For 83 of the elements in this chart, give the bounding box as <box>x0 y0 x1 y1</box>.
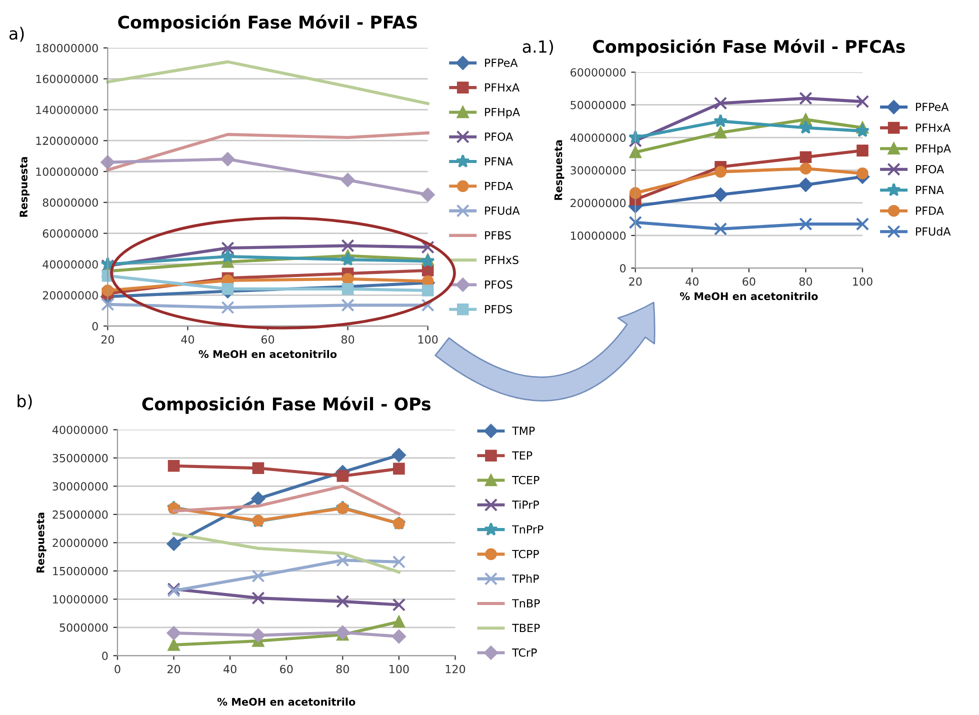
x-tick-label: 40 <box>686 277 698 286</box>
legend-label: TnPrP <box>512 525 544 534</box>
y-tick-label: 35000000 <box>52 454 108 462</box>
legend-label: TMP <box>512 426 535 435</box>
legend-label: PFNA <box>485 157 513 166</box>
legend-label: PFHxA <box>916 124 950 132</box>
legend-label: PFBS <box>485 231 511 240</box>
legend-label: PFHpA <box>916 144 951 155</box>
legend-label: PFPeA <box>485 58 518 67</box>
x-tick-label: 40 <box>181 335 194 344</box>
legend-label: TCPP <box>512 550 539 558</box>
y-tick-label: 0 <box>102 652 108 660</box>
chart-title: Composición Fase Móvil - PFAS <box>118 14 417 32</box>
y-tick-label: 50000000 <box>570 100 626 110</box>
legend-label: PFDA <box>916 206 944 215</box>
x-tick-label: 120 <box>446 664 466 674</box>
y-tick-label: 25000000 <box>52 510 108 519</box>
x-tick-label: 0 <box>114 664 120 674</box>
legend-label: TnBP <box>512 599 540 608</box>
x-tick-label: 80 <box>336 664 349 674</box>
legend-label: PFDA <box>485 182 513 190</box>
legend-label: PFNA <box>916 186 944 194</box>
x-axis-title: % MeOH en acetonitrilo <box>680 292 818 300</box>
y-tick-label: 160000000 <box>36 74 98 84</box>
y-tick-label: 80000000 <box>42 198 98 207</box>
legend-label: TEP <box>512 451 532 460</box>
legend-label: PFHxS <box>485 256 518 264</box>
y-tick-label: 60000000 <box>570 68 626 77</box>
x-axis-title: % MeOH en acetonitrilo <box>198 350 337 358</box>
y-tick-label: 20000000 <box>42 291 98 300</box>
legend-label: TiPrP <box>512 500 539 509</box>
chart-title: Composición Fase Móvil - PFCAs <box>593 38 905 56</box>
legend-label: PFOA <box>916 164 944 174</box>
y-tick-label: 100000000 <box>36 167 98 176</box>
x-tick-label: 80 <box>341 335 354 344</box>
y-tick-label: 15000000 <box>53 566 108 576</box>
legend-label: PFHxA <box>485 83 520 92</box>
y-tick-label: 20000000 <box>52 538 108 548</box>
y-axis-title: Respuesta <box>20 157 30 217</box>
x-axis-title: % MeOH en acetonitrilo <box>217 698 356 706</box>
y-tick-label: 40000000 <box>42 260 98 269</box>
legend-label: TPhP <box>512 574 539 583</box>
y-tick-label: 30000000 <box>52 482 108 491</box>
y-tick-label: 180000000 <box>36 44 98 52</box>
text: a) <box>9 26 24 42</box>
x-tick-label: 20 <box>168 664 180 674</box>
chart-title: Composición Fase Móvil - OPs <box>142 396 430 414</box>
legend-label: PFOA <box>485 132 514 141</box>
y-tick-label: 10000000 <box>53 595 108 604</box>
x-tick-label: 40 <box>224 664 236 674</box>
legend-label: PFUdA <box>916 227 951 236</box>
x-tick-label: 20 <box>629 277 642 286</box>
legend-label: PFUdA <box>485 206 520 215</box>
y-tick-label: 140000000 <box>36 106 98 114</box>
legend-label: PFHpA <box>485 108 520 118</box>
y-tick-label: 10000000 <box>571 231 626 240</box>
y-tick-label: 60000000 <box>42 229 98 238</box>
y-axis-title: Respuesta <box>554 140 564 200</box>
legend-label: TBEP <box>512 624 540 632</box>
x-tick-label: 20 <box>101 335 114 344</box>
legend-label: PFOS <box>485 280 512 289</box>
y-tick-label: 30000000 <box>570 166 626 175</box>
text: b) <box>18 394 32 410</box>
x-tick-label: 100 <box>390 664 409 674</box>
legend-label: TCrP <box>512 648 537 657</box>
y-tick-label: 40000000 <box>570 133 626 142</box>
x-tick-label: 60 <box>742 277 756 286</box>
x-tick-label: 100 <box>418 335 438 344</box>
x-tick-label: 60 <box>280 664 293 674</box>
legend-label: PFDS <box>485 305 512 314</box>
y-tick-label: 0 <box>620 264 626 273</box>
text: a.1) <box>522 40 553 55</box>
x-tick-label: 80 <box>799 277 812 286</box>
y-tick-label: 40000000 <box>52 426 108 434</box>
x-tick-label: 60 <box>261 335 274 344</box>
legend-label: TCEP <box>512 476 540 484</box>
y-tick-label: 20000000 <box>570 198 626 208</box>
legend-label: PFPeA <box>916 102 949 112</box>
y-tick-label: 5000000 <box>60 623 108 632</box>
y-axis-title: Respuesta <box>36 512 46 572</box>
y-tick-label: 0 <box>92 322 98 330</box>
y-tick-label: 120000000 <box>36 136 98 145</box>
x-tick-label: 100 <box>853 277 872 286</box>
